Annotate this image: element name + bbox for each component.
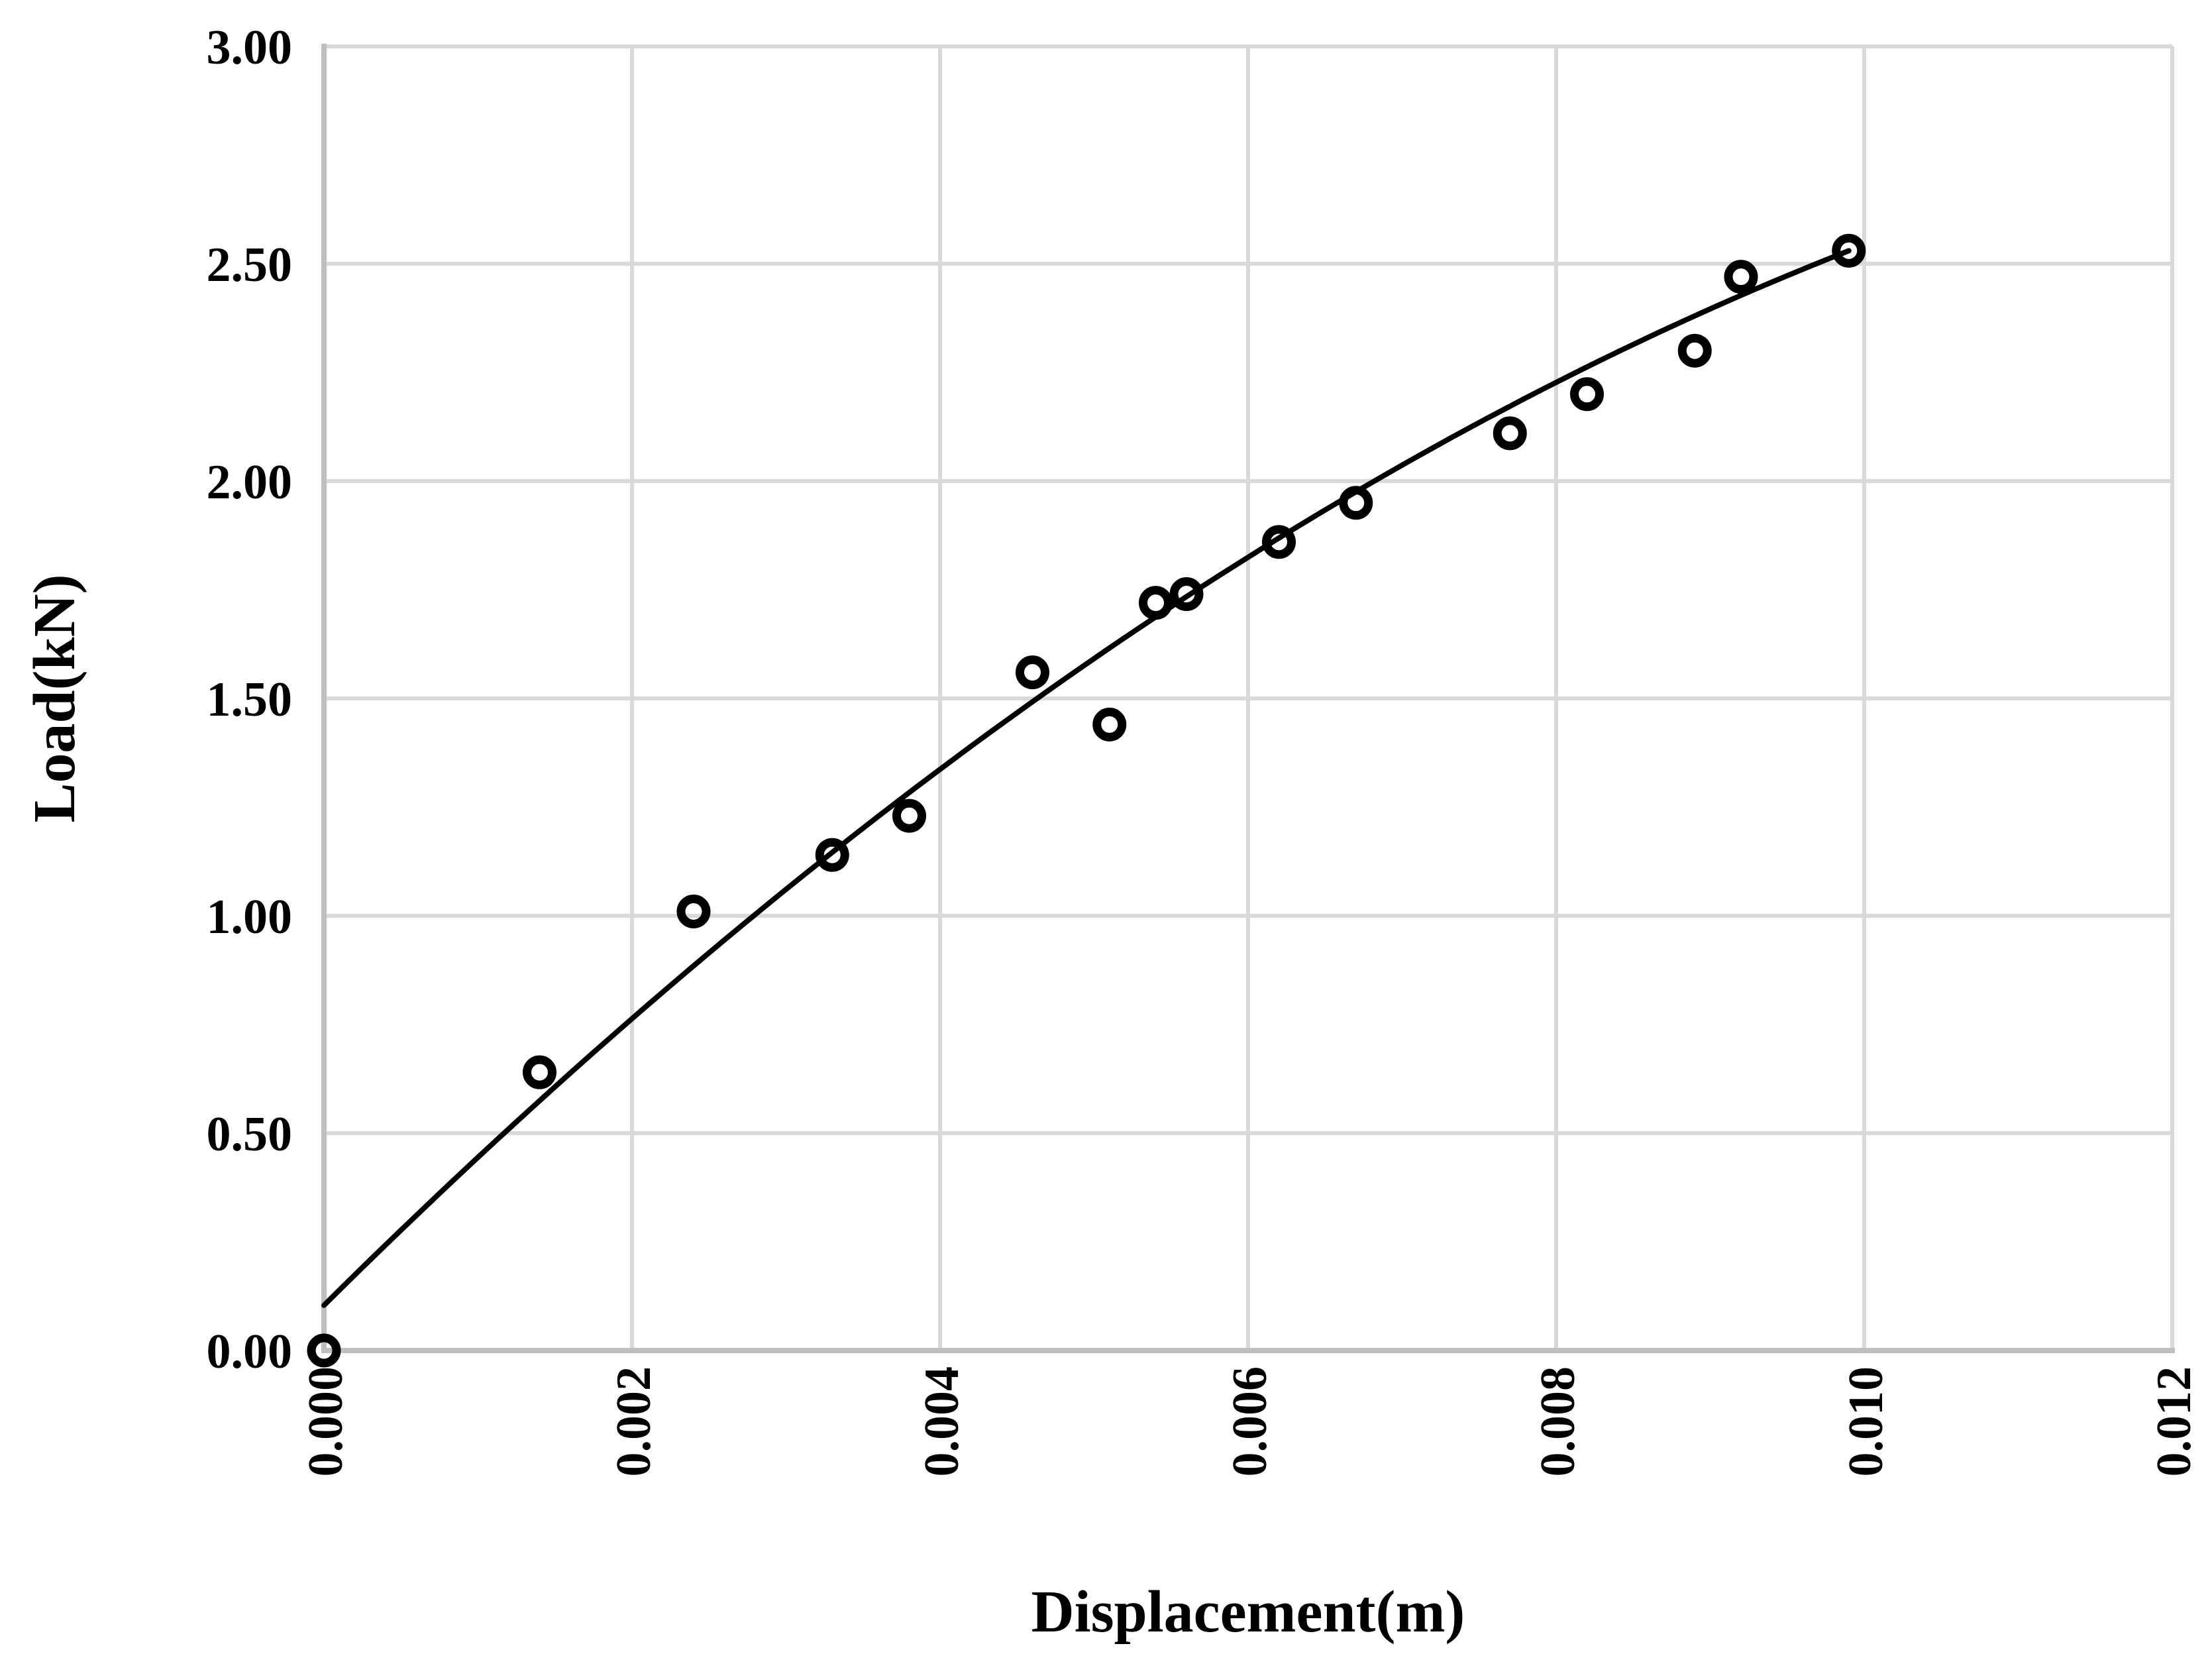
data-point-marker	[523, 1055, 556, 1089]
x-tick-label: 0.006	[1223, 1366, 1277, 1477]
y-axis-title: Load(kN)	[22, 574, 87, 822]
x-tick-label: 0.012	[2147, 1366, 2201, 1477]
y-tick-label: 2.50	[207, 238, 293, 292]
data-point-marker	[892, 799, 926, 833]
data-point-marker	[1493, 416, 1527, 451]
data-point-marker	[1724, 260, 1758, 294]
data-points-group	[307, 233, 1866, 1368]
y-tick-label: 1.50	[207, 673, 293, 727]
data-point-marker	[1262, 525, 1296, 559]
x-tick-label: 0.008	[1531, 1366, 1585, 1477]
data-point-marker	[1832, 233, 1866, 268]
data-point-marker	[1092, 707, 1127, 742]
gridlines-group	[322, 44, 2174, 1352]
data-point-marker	[1570, 377, 1604, 412]
y-tick-label: 2.00	[207, 455, 293, 510]
data-point-marker	[1169, 577, 1204, 612]
x-tick-label: 0.004	[915, 1366, 969, 1477]
x-tick-label: 0.002	[607, 1366, 661, 1477]
data-point-marker	[815, 838, 849, 872]
trend-line	[321, 248, 1852, 1308]
data-point-marker	[1339, 486, 1373, 520]
y-tick-label: 0.50	[207, 1107, 293, 1162]
data-point-marker	[307, 1333, 341, 1368]
trend-line-group	[321, 248, 1852, 1308]
y-tick-label: 0.00	[207, 1325, 293, 1379]
data-point-marker	[676, 894, 711, 928]
x-tick-label: 0.010	[1839, 1366, 1893, 1477]
data-point-marker	[1139, 586, 1173, 620]
y-tick-label: 1.00	[207, 890, 293, 944]
y-tick-label: 3.00	[207, 21, 293, 75]
x-tick-label: 0.000	[299, 1366, 353, 1477]
axes-group	[321, 44, 2175, 1353]
data-point-marker	[1677, 333, 1712, 368]
data-point-marker	[1016, 655, 1049, 690]
tick-labels-group: 0.00 0.50 1.00 1.50 2.00 2.50 3.00 0.000 0.002 0.…	[207, 21, 2202, 1477]
x-axis-title: Displacement(m)	[1031, 1579, 1465, 1645]
